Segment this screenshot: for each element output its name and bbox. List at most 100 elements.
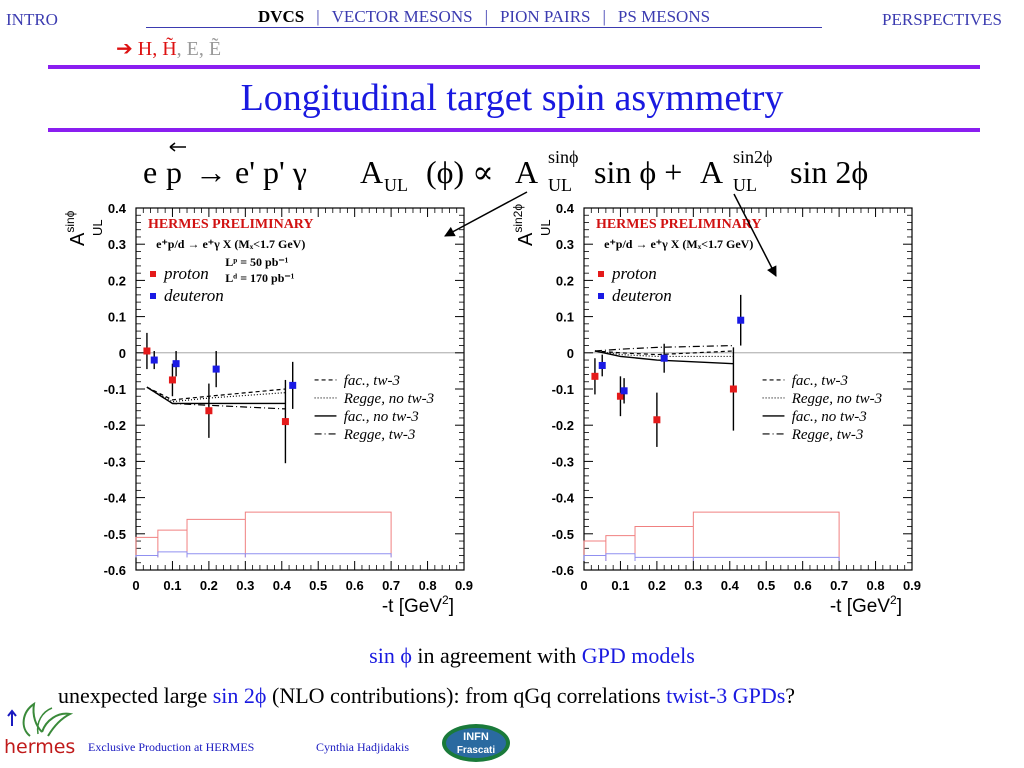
theory-curve <box>594 350 734 365</box>
data-point-deuteron <box>737 316 745 324</box>
x-tick-label: 0.3 <box>684 578 702 593</box>
nav-perspectives[interactable]: PERSPECTIVES <box>882 10 1002 29</box>
conclusion-sinphi: sin ϕ <box>369 643 412 668</box>
gpd-htilde: H̃ <box>162 38 177 60</box>
arrow-right-icon: ➔ <box>116 38 133 60</box>
formula-term1-sub: UL <box>548 175 572 195</box>
y-tick-label: 0.1 <box>556 310 574 325</box>
theory-curve <box>594 350 734 358</box>
systematic-band-proton <box>583 511 840 561</box>
gpd-etilde: Ẽ <box>208 38 222 60</box>
preliminary-label: HERMES PRELIMINARY <box>596 217 762 232</box>
y-tick-label: -0.4 <box>552 491 575 506</box>
luminosity-label: Lᵈ = 170 pb⁻¹ <box>225 271 294 285</box>
y-tick-label: -0.3 <box>104 454 126 469</box>
legend-line-label: fac., no tw-3 <box>344 409 419 425</box>
formula-term2-sup: sin2ϕ <box>733 147 772 167</box>
nav-intro[interactable]: INTRO <box>6 10 58 29</box>
y-axis-label: Asinϕ <box>63 210 89 246</box>
conclusion-gpd-models: GPD models <box>581 643 695 668</box>
y-tick-label: 0.3 <box>556 237 574 252</box>
nav-tab-ps-mesons[interactable]: PS MESONS <box>617 7 711 26</box>
x-tick-label: 0.2 <box>648 578 666 593</box>
legend-line-label: fac., tw-3 <box>344 373 400 389</box>
legend-label-deuteron: deuteron <box>164 286 224 305</box>
y-tick-label: -0.6 <box>552 563 574 578</box>
systematic-band-deuteron <box>135 551 392 558</box>
preliminary-label: HERMES PRELIMINARY <box>148 217 314 232</box>
formula-term1-fn: sin ϕ + <box>594 154 682 190</box>
process-label: e⁺p/d → e⁺γ X (Mₓ<1.7 GeV) <box>156 237 305 251</box>
x-tick-label: 0 <box>132 578 139 593</box>
data-point-deuteron <box>289 381 297 389</box>
y-tick-label: -0.1 <box>552 382 574 397</box>
y-tick-label: 0 <box>567 346 574 361</box>
formula-asym-symbol: A <box>360 154 383 190</box>
y-tick-label: -0.1 <box>104 382 126 397</box>
formula-term1-a: A <box>515 154 538 190</box>
data-point-proton <box>591 372 599 380</box>
conclusion-line-2: unexpected large sin 2ϕ (NLO contributio… <box>58 683 795 709</box>
data-point-proton <box>143 347 151 355</box>
formula-term2-fn: sin 2ϕ <box>790 154 868 190</box>
theory-curve <box>146 386 286 403</box>
nav-separator: | <box>316 7 320 26</box>
data-point-proton <box>653 416 661 424</box>
luminosity-label: Lᵖ = 50 pb⁻¹ <box>225 255 288 269</box>
y-tick-label: -0.4 <box>104 491 127 506</box>
x-tick-label: 0.6 <box>346 578 364 593</box>
page-title: Longitudinal target spin asymmetry <box>240 77 784 119</box>
gpd-e: , E, <box>176 38 204 60</box>
nav-tab-dvcs[interactable]: DVCS <box>257 7 305 26</box>
data-point-proton <box>616 392 624 400</box>
formula-asym-sub: UL <box>384 175 408 195</box>
y-axis-label-sub: UL <box>90 219 105 236</box>
chart-sinphi: 0.4 0.3 0.2 0.1 0 -0.1 -0.2 -0.3 -0.4 -0.5 -0.6 0 0.… <box>63 201 473 616</box>
x-tick-label: 0.8 <box>867 578 885 593</box>
plot-frame <box>583 207 913 571</box>
process-label: e⁺p/d → e⁺γ X (Mₓ<1.7 GeV) <box>604 237 753 251</box>
legend-line-label: Regge, no tw-3 <box>343 391 434 407</box>
formula-target: p <box>166 154 182 190</box>
x-tick-label: 0.4 <box>721 578 740 593</box>
x-tick-label: 0.3 <box>236 578 254 593</box>
legend-line-label: Regge, tw-3 <box>343 427 416 443</box>
data-point-deuteron <box>172 360 180 368</box>
conclusion-line-1: sin ϕ in agreement with GPD models <box>0 643 1024 669</box>
x-tick-label: 0.8 <box>419 578 437 593</box>
x-tick-label: 0.9 <box>455 578 473 593</box>
y-tick-label: 0.2 <box>108 273 126 288</box>
legend-line-label: fac., no tw-3 <box>792 409 867 425</box>
footer-author: Cynthia Hadjidakis <box>316 740 409 754</box>
nav-separator: | <box>602 7 606 26</box>
nav-section-tabs: DVCS | VECTOR MESONS | PION PAIRS | PS MESONS <box>146 7 822 28</box>
theory-curve <box>146 386 286 401</box>
data-point-deuteron <box>620 387 628 395</box>
x-tick-label: 0.6 <box>794 578 812 593</box>
conclusion-agreement: in agreement with <box>411 643 582 668</box>
y-tick-label: -0.2 <box>104 418 126 433</box>
legend-line-label: fac., tw-3 <box>792 373 848 389</box>
y-tick-label: 0 <box>119 346 126 361</box>
x-tick-label: 0.5 <box>757 578 775 593</box>
y-axis-label: Asin2ϕ <box>511 204 537 246</box>
nav-tab-pion-pairs[interactable]: PION PAIRS <box>499 7 591 26</box>
nav-tab-vector-mesons[interactable]: VECTOR MESONS <box>331 7 473 26</box>
y-tick-label: -0.5 <box>552 527 574 542</box>
x-tick-label: 0.1 <box>163 578 181 593</box>
formula-term2-a: A <box>700 154 723 190</box>
data-point-deuteron <box>598 361 606 369</box>
y-tick-label: 0.4 <box>556 201 575 216</box>
x-tick-label: 0.7 <box>382 578 400 593</box>
x-tick-label: 0.9 <box>903 578 921 593</box>
x-tick-label: 0 <box>580 578 587 593</box>
conclusion-nlo: (NLO contributions): from qGq correlatio… <box>266 683 667 708</box>
arrow-left-icon <box>169 142 176 152</box>
y-tick-label: -0.5 <box>104 527 126 542</box>
legend-marker-deuteron <box>598 293 604 299</box>
x-tick-label: 0.2 <box>200 578 218 593</box>
infn-logo-top: INFN <box>463 731 489 743</box>
x-tick-label: 0.1 <box>611 578 629 593</box>
chart-sin2phi: 0.4 0.3 0.2 0.1 0 -0.1 -0.2 -0.3 -0.4 -0.5 -0.6 0 0.… <box>511 201 921 616</box>
theory-curve <box>146 386 286 410</box>
